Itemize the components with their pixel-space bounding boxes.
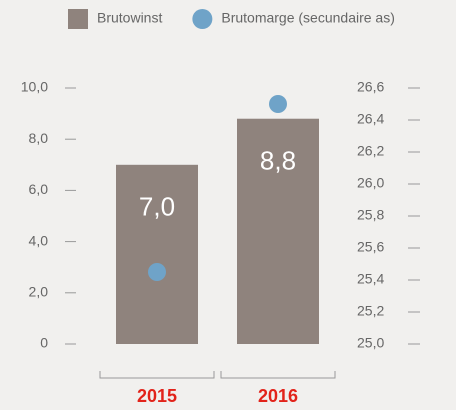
y-tick-label: 6,0: [29, 181, 49, 197]
y2-tick-label: 26,4: [357, 111, 384, 127]
y2-tick-label: 26,6: [357, 79, 384, 95]
marker: [148, 263, 166, 281]
legend-swatch: [192, 9, 213, 29]
category-bracket: [220, 371, 336, 379]
bar: [237, 118, 319, 344]
y-tick-label: 4,0: [29, 232, 49, 248]
y2-tick-label: 25,8: [357, 207, 384, 223]
y2-tick-label: 25,6: [357, 239, 384, 255]
value-label: 8,8: [260, 146, 296, 176]
x-tick-label: 2015: [137, 386, 177, 406]
y2-tick-label: 26,0: [357, 175, 384, 191]
y2-tick-label: 26,2: [357, 143, 384, 159]
y-tick-label: 8,0: [29, 130, 49, 146]
legend-label: Brutowinst: [97, 10, 162, 26]
y-tick-label: 0: [40, 335, 48, 351]
y2-tick-label: 25,2: [357, 303, 384, 319]
y2-tick-label: 25,4: [357, 271, 384, 287]
bar: [116, 164, 198, 344]
marker: [269, 95, 287, 113]
y2-tick-label: 25,0: [357, 335, 384, 351]
category-bracket: [99, 371, 215, 379]
x-tick-label: 2016: [258, 386, 298, 406]
legend-label: Brutomarge (secundaire as): [221, 10, 395, 26]
y-tick-label: 10,0: [21, 79, 48, 95]
legend-swatch: [68, 9, 88, 29]
y-tick-label: 2,0: [29, 284, 49, 300]
value-label: 7,0: [139, 192, 175, 222]
